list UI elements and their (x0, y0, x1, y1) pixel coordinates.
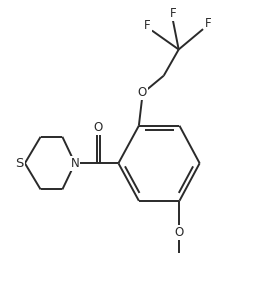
Text: F: F (144, 19, 151, 32)
Text: F: F (204, 17, 211, 30)
Text: O: O (137, 86, 147, 99)
Text: O: O (94, 121, 103, 134)
Text: O: O (175, 226, 184, 239)
Text: N: N (70, 157, 79, 170)
Text: F: F (170, 8, 176, 20)
Text: S: S (15, 157, 24, 170)
